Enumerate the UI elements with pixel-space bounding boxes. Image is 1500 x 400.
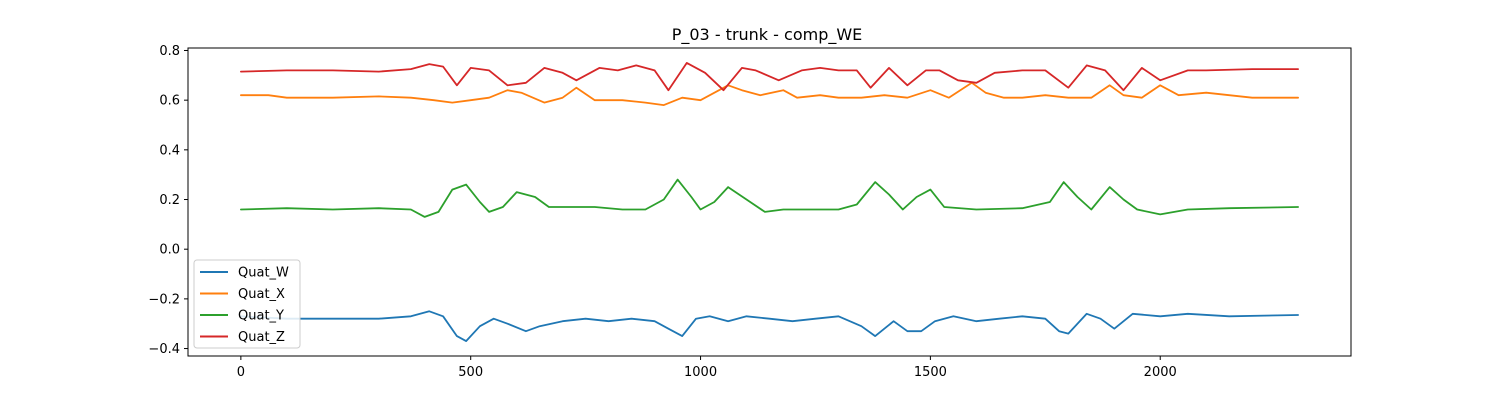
legend-label: Quat_Y bbox=[238, 309, 284, 324]
x-tick-label: 1500 bbox=[914, 365, 947, 380]
x-tick-label: 500 bbox=[458, 365, 483, 380]
legend: Quat_W Quat_X Quat_Y Quat_Z bbox=[193, 259, 301, 349]
y-tick-label: 0.8 bbox=[159, 44, 180, 59]
legend-label: Quat_X bbox=[238, 287, 285, 302]
x-tick-label: 1000 bbox=[684, 365, 717, 380]
axes: 0 500 1000 1500 2000 −0.4 −0.2 0.0 0.2 0.4 0.6 0.8 bbox=[148, 44, 1176, 380]
plot-frame bbox=[187, 47, 1352, 357]
plot-area bbox=[240, 62, 1299, 342]
y-tick-label: 0.6 bbox=[159, 94, 180, 109]
series-line-quat-z bbox=[240, 62, 1299, 92]
chart-title: P_03 - trunk - comp_WE bbox=[672, 25, 863, 45]
series-line-quat-y bbox=[240, 178, 1299, 218]
x-tick-label: 2000 bbox=[1144, 365, 1177, 380]
y-tick-label: 0.2 bbox=[159, 193, 180, 208]
y-tick-label: −0.2 bbox=[148, 292, 180, 307]
y-tick-label: −0.4 bbox=[148, 342, 180, 357]
y-tick-label: 0.0 bbox=[159, 243, 180, 258]
legend-box bbox=[193, 259, 301, 349]
series-line-quat-w bbox=[240, 310, 1299, 342]
series-line-quat-x bbox=[240, 81, 1299, 106]
y-tick-label: 0.4 bbox=[159, 143, 180, 158]
legend-label: Quat_W bbox=[238, 266, 289, 281]
legend-label: Quat_Z bbox=[238, 330, 285, 345]
x-tick-label: 0 bbox=[237, 365, 245, 380]
